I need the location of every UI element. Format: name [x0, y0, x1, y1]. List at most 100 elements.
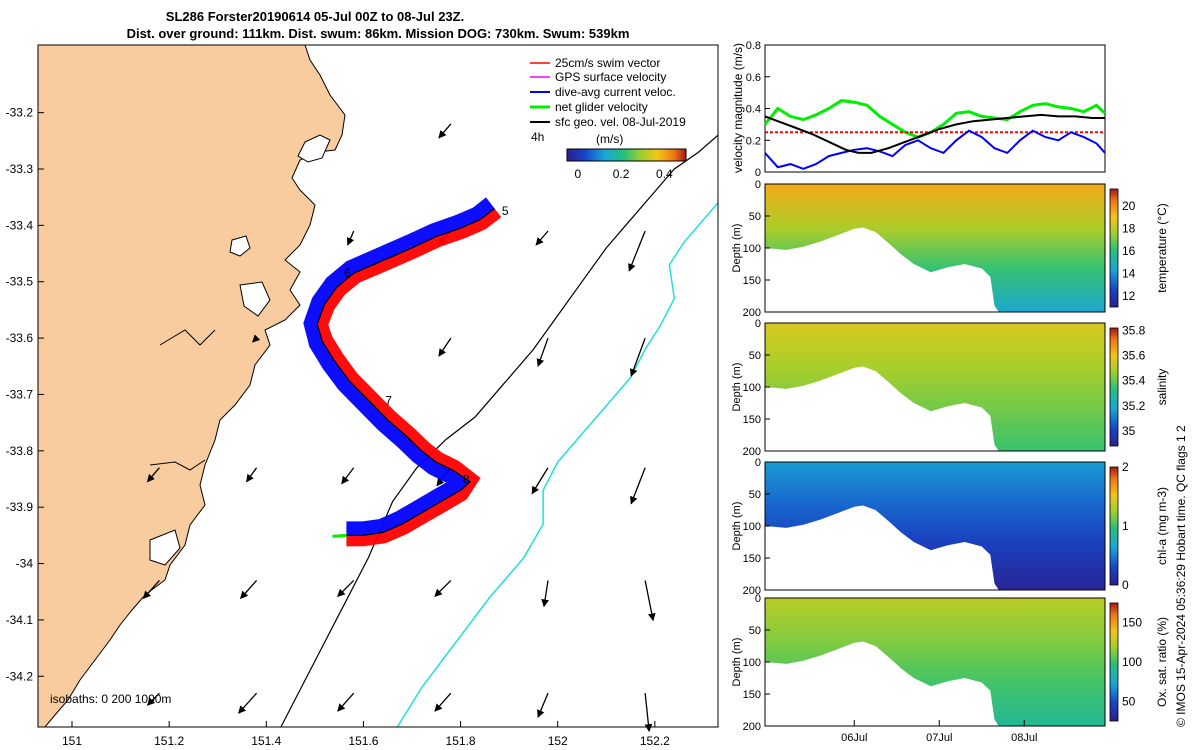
section-colorbar — [1109, 188, 1119, 308]
colorbar-tick-label: 12 — [1122, 289, 1136, 303]
velocity-y-tick-label: 0 — [755, 167, 761, 179]
geo-velocity-arrow — [438, 123, 452, 139]
velocity-series-0 — [763, 99, 1107, 139]
legend-swim: 25cm/s swim vector — [555, 56, 660, 70]
colorbar-tick-label: 1 — [1122, 519, 1129, 533]
geo-velocity-arrow — [146, 692, 160, 706]
depth-axis-label: Depth (m) — [731, 502, 743, 551]
figure-subtitle: Dist. over ground: 111km. Dist. swum: 86… — [127, 26, 630, 41]
depth-tick-label: 150 — [743, 553, 761, 565]
colorbar-tick-label: 35.6 — [1122, 349, 1146, 363]
colorbar-tick-label: 35.4 — [1122, 374, 1146, 388]
geo-velocity-arrow — [238, 692, 258, 714]
velocity-y-tick-label: 0.8 — [746, 40, 761, 52]
depth-tick-label: 0 — [755, 318, 761, 330]
depth-tick-label: 50 — [749, 350, 761, 362]
map-x-tick-label: 151.8 — [446, 734, 476, 748]
depth-tick-label: 100 — [743, 657, 761, 669]
colorbar-tick-label: 16 — [1122, 244, 1136, 258]
glider-track: 5 6 7 8 — [303, 197, 509, 547]
map-ticks: 151 151.2 151.4 151.6 151.8 152 152.2 -33.2 -33.… — [6, 106, 671, 748]
glider-track-line — [316, 208, 495, 537]
isobath-200m — [280, 134, 719, 728]
map-y-tick-label: -34 — [16, 557, 34, 571]
section-colorbar — [1109, 602, 1119, 722]
section-data-area — [765, 184, 1105, 312]
depth-axis-label: Depth (m) — [731, 224, 743, 273]
velocity-ylabel: velocity magnitude (m/s) — [731, 43, 745, 173]
depth-tick-label: 100 — [743, 521, 761, 533]
geo-velocity-arrow — [644, 580, 656, 622]
depth-tick-label: 50 — [749, 489, 761, 501]
depth-tick-label: 50 — [749, 625, 761, 637]
geo-velocity-arrow — [644, 693, 653, 732]
section-panel-temperature: 0 50 100 150 200 Depth (m) 12 14 16 18 20 temperatu… — [731, 179, 1169, 319]
colorbar-tick-label: 35.8 — [1122, 324, 1146, 338]
geo-velocity-arrow — [536, 337, 549, 367]
map-x-tick-label: 152 — [548, 734, 568, 748]
inlet-2 — [149, 459, 206, 471]
depth-tick-label: 50 — [749, 211, 761, 223]
net-velocity-arrow — [332, 533, 347, 538]
estuary-2 — [149, 529, 181, 566]
velocity-series-2 — [764, 129, 1106, 170]
geo-velocity-arrow — [537, 692, 549, 718]
geo-velocity-arrow — [240, 580, 258, 600]
colorbar-tick-label: 150 — [1122, 616, 1142, 630]
geo-velocity-arrow — [438, 337, 452, 357]
legend-gps: GPS surface velocity — [555, 70, 666, 84]
speed-colorbar — [566, 148, 687, 162]
depth-tick-label: 0 — [755, 179, 761, 191]
geo-velocity-arrow — [346, 230, 355, 246]
section-panel-salinity: 0 50 100 150 200 Depth (m) 35 35.2 35.4 35.6 35.8 s… — [731, 318, 1169, 458]
velocity-y-tick-label: 0.6 — [746, 72, 761, 84]
velocity-y-tick-label: 0.4 — [746, 104, 761, 116]
geo-velocity-arrow — [629, 337, 646, 377]
map-x-tick-label: 151.2 — [154, 734, 184, 748]
depth-tick-label: 150 — [743, 275, 761, 287]
time-tick-label: 06Jul — [841, 732, 867, 744]
day-label: 5 — [502, 204, 509, 218]
depth-tick-label: 100 — [743, 382, 761, 394]
velocity-lines — [763, 99, 1107, 170]
section-data-area — [765, 598, 1105, 726]
depth-tick-label: 200 — [743, 446, 761, 458]
velocity-ticks: 0 0.2 0.4 0.6 0.8 — [746, 40, 770, 179]
map-y-tick-label: -34.2 — [6, 669, 34, 683]
map-x-tick-label: 151.4 — [251, 734, 281, 748]
lake-1 — [297, 134, 331, 163]
map-panel: 5 6 7 8 151 151.2 151.4 151.6 151.8 152 152.2 -33.… — [6, 44, 719, 748]
credit-text: © IMOS 15-Apr-2024 05:36:29 Hobart time.… — [1174, 425, 1188, 727]
geo-velocity-arrow — [142, 580, 160, 600]
map-x-tick-label: 151.6 — [348, 734, 378, 748]
depth-tick-label: 150 — [743, 689, 761, 701]
geo-velocity-arrow — [434, 692, 452, 712]
depth-tick-label: 200 — [743, 307, 761, 319]
map-y-tick-label: -33.3 — [6, 162, 34, 176]
velocity-series-3 — [764, 113, 1105, 154]
velocity-panel: 0 0.2 0.4 0.6 0.8 velocity magnitude (m/s) — [731, 40, 1107, 179]
map-y-tick-label: -33.8 — [6, 444, 34, 458]
legend-geo: sfc geo. vel. 08-Jul-2019 — [555, 115, 686, 129]
map-y-tick-label: -33.4 — [6, 218, 34, 232]
legend-current: dive-avg current veloc. — [555, 85, 676, 99]
land-mass — [37, 44, 346, 728]
geo-velocity-arrow — [434, 579, 452, 598]
geo-velocity-arrow — [535, 230, 549, 246]
day-label: 6 — [344, 266, 351, 280]
depth-tick-label: 200 — [743, 585, 761, 597]
map-y-tick-label: -33.7 — [6, 387, 34, 401]
speed-colorbar-tick: 0.4 — [656, 167, 673, 181]
depth-tick-label: 0 — [755, 593, 761, 605]
geo-velocity-arrow — [341, 467, 355, 485]
depth-tick-label: 0 — [755, 457, 761, 469]
geo-velocity-arrow — [252, 334, 261, 343]
speed-colorbar-tick: 0 — [574, 167, 581, 181]
time-tick-label: 08Jul — [1011, 732, 1037, 744]
velocity-y-tick-label: 0.2 — [746, 135, 761, 147]
depth-axis-label: Depth (m) — [731, 638, 743, 687]
estuary-1 — [239, 281, 271, 317]
speed-colorbar-ticks: 0 0.2 0.4 — [574, 167, 673, 181]
inlet-1 — [159, 329, 216, 346]
colorbar-tick-label: 0 — [1122, 578, 1129, 592]
